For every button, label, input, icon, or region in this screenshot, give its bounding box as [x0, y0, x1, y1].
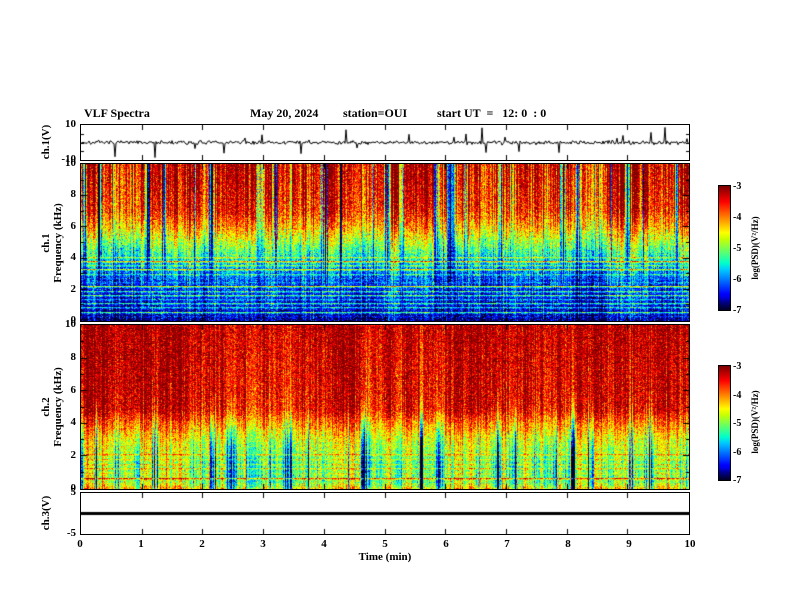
y-tick-label-p1-2: 2	[70, 283, 77, 295]
header-station: station=OUI	[343, 106, 408, 120]
ch1-frequency-axis-label: ch.1 Frequency (kHz)	[40, 203, 64, 283]
ch3-voltage-axis-label: ch.3(V)	[40, 495, 52, 531]
y-tick-label-p1-6: 6	[70, 220, 77, 232]
y-tick-label-p1-8: 8	[70, 188, 77, 200]
ch1-frequency-axis-label-line1: ch.1	[40, 233, 52, 253]
x-tick-label-8: 8	[565, 538, 571, 550]
x-tick-label-10: 10	[684, 538, 696, 550]
ch2-spectrogram-panel	[80, 324, 690, 490]
colorbar2-tick-label--3: -3	[733, 361, 742, 372]
x-tick-label-1: 1	[138, 538, 144, 550]
y-tick-label-p3-5: 5	[70, 486, 77, 498]
y-tick-label-p0-10: 10	[65, 118, 76, 130]
ch1-spectrogram-panel	[80, 163, 690, 322]
y-tick-label-p2-0: 0	[70, 482, 77, 494]
colorbar-ch1	[718, 185, 731, 311]
y-tick-label-p2-4: 4	[70, 416, 77, 428]
x-tick-label-4: 4	[321, 538, 327, 550]
ch1-frequency-axis-label-line2: Frequency (kHz)	[52, 203, 64, 283]
x-tick-label-5: 5	[382, 538, 388, 550]
y-tick-label-p1-10: 10	[65, 157, 76, 169]
ch2-frequency-axis-label: ch.2 Frequency (kHz)	[40, 367, 64, 447]
x-tick-label-7: 7	[504, 538, 510, 550]
figure-title: VLF Spectra	[84, 106, 150, 120]
colorbar1-tick-label--7: -7	[733, 305, 742, 316]
colorbar-ch2	[718, 365, 731, 481]
x-axis-title: Time (min)	[358, 551, 412, 563]
colorbar2-tick-label--7: -7	[733, 475, 742, 486]
y-tick-label-p1-0: 0	[70, 314, 77, 326]
y-tick-label-p2-8: 8	[70, 351, 77, 363]
y-tick-label-p2-2: 2	[70, 449, 77, 461]
ch3-waveform-panel	[80, 492, 690, 535]
x-tick-label-3: 3	[260, 538, 266, 550]
ch2-frequency-axis-label-line1: ch.2	[40, 397, 52, 417]
x-tick-label-0: 0	[77, 538, 83, 550]
ch2-frequency-axis-label-line2: Frequency (kHz)	[52, 367, 64, 447]
colorbar2-tick-label--6: -6	[733, 447, 742, 458]
y-tick-label-p1-4: 4	[70, 251, 77, 263]
header-start-ut: start UT = 12: 0 : 0	[437, 106, 547, 120]
header-date: May 20, 2024	[250, 106, 319, 120]
colorbar2-tick-label--4: -4	[733, 390, 742, 401]
colorbar1-tick-label--6: -6	[733, 274, 742, 285]
ch1-waveform-panel	[80, 124, 690, 161]
x-tick-label-2: 2	[199, 538, 205, 550]
y-tick-label-p2-6: 6	[70, 384, 77, 396]
y-tick-label-p0--10: -10	[61, 153, 76, 165]
colorbar2-tick-label--5: -5	[733, 418, 742, 429]
x-tick-label-6: 6	[443, 538, 449, 550]
y-tick-label-p3--5: -5	[66, 527, 76, 539]
colorbar1-tick-label--4: -4	[733, 212, 742, 223]
y-tick-label-p2-10: 10	[65, 318, 76, 330]
colorbar1-tick-label--3: -3	[733, 181, 742, 192]
colorbar1-tick-label--5: -5	[733, 243, 742, 254]
x-tick-label-9: 9	[626, 538, 632, 550]
